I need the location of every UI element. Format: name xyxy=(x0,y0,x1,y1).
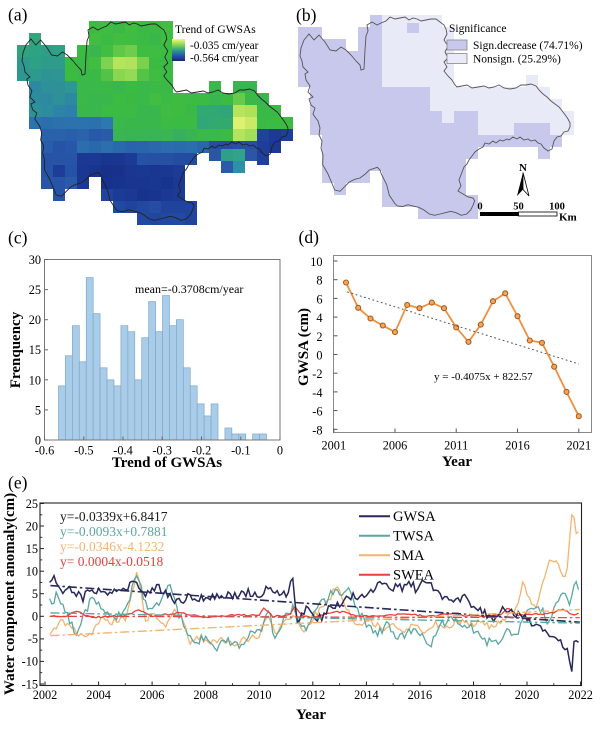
svg-text:5: 5 xyxy=(35,403,41,417)
svg-text:30: 30 xyxy=(29,253,41,267)
svg-text:0: 0 xyxy=(277,444,283,458)
svg-text:8: 8 xyxy=(316,274,322,288)
svg-text:-6: -6 xyxy=(312,405,322,419)
svg-text:15: 15 xyxy=(29,343,41,357)
svg-text:2002: 2002 xyxy=(33,688,58,702)
svg-text:-0.1: -0.1 xyxy=(231,444,250,458)
svg-text:25: 25 xyxy=(26,497,38,511)
svg-text:2022: 2022 xyxy=(568,688,593,702)
svg-text:2006: 2006 xyxy=(140,688,165,702)
svg-text:GWSA: GWSA xyxy=(393,509,436,525)
svg-text:N: N xyxy=(519,162,527,174)
svg-text:15: 15 xyxy=(26,542,38,556)
svg-text:6: 6 xyxy=(316,292,322,306)
svg-text:-8: -8 xyxy=(312,423,322,437)
svg-text:2021: 2021 xyxy=(567,439,592,453)
svg-text:(a): (a) xyxy=(8,5,28,25)
svg-text:2004: 2004 xyxy=(86,688,111,702)
svg-text:Frenquency: Frenquency xyxy=(8,311,24,388)
svg-text:Year: Year xyxy=(442,454,472,470)
svg-text:5: 5 xyxy=(32,587,38,601)
svg-text:20: 20 xyxy=(26,519,38,533)
svg-text:2001: 2001 xyxy=(322,439,347,453)
svg-text:y=-0.0346x-4.1232: y=-0.0346x-4.1232 xyxy=(60,539,164,554)
svg-text:-0.3: -0.3 xyxy=(152,444,171,458)
svg-text:-10: -10 xyxy=(22,655,38,669)
svg-text:0: 0 xyxy=(32,610,38,624)
svg-text:y = -0.4075x + 822.57: y = -0.4075x + 822.57 xyxy=(434,371,533,383)
svg-text:100: 100 xyxy=(549,202,565,213)
svg-text:-2: -2 xyxy=(312,367,322,381)
svg-text:Sign.decrease (74.71%): Sign.decrease (74.71%) xyxy=(473,40,583,52)
svg-text:2011: 2011 xyxy=(444,439,468,453)
svg-text:(e): (e) xyxy=(8,473,28,493)
svg-text:10: 10 xyxy=(29,373,41,387)
svg-text:(d): (d) xyxy=(299,227,320,247)
svg-text:2006: 2006 xyxy=(383,439,408,453)
svg-text:y=-0.0093x+0.7881: y=-0.0093x+0.7881 xyxy=(60,524,167,539)
svg-text:-0.2: -0.2 xyxy=(192,444,211,458)
svg-text:25: 25 xyxy=(29,283,41,297)
svg-text:TWSA: TWSA xyxy=(393,529,435,545)
svg-text:y= 0.0004x-0.0518: y= 0.0004x-0.0518 xyxy=(60,554,163,569)
svg-text:Significance: Significance xyxy=(449,23,506,35)
svg-text:2010: 2010 xyxy=(247,688,272,702)
svg-text:SWEA: SWEA xyxy=(393,568,435,584)
svg-text:-15: -15 xyxy=(22,677,38,691)
svg-text:0: 0 xyxy=(477,202,482,213)
svg-text:Trend of GWSAs: Trend of GWSAs xyxy=(112,455,222,471)
svg-text:Water component anomaly(cm): Water component anomaly(cm) xyxy=(2,493,18,695)
svg-text:2: 2 xyxy=(316,330,322,344)
svg-text:y=-0.0339x+6.8417: y=-0.0339x+6.8417 xyxy=(60,509,168,524)
svg-text:2020: 2020 xyxy=(515,688,540,702)
svg-text:(c): (c) xyxy=(8,228,28,248)
svg-text:-0.4: -0.4 xyxy=(113,444,132,458)
svg-text:2008: 2008 xyxy=(193,688,218,702)
svg-text:-5: -5 xyxy=(28,632,38,646)
svg-text:4: 4 xyxy=(316,311,322,325)
svg-text:10: 10 xyxy=(26,565,38,579)
svg-text:2016: 2016 xyxy=(408,688,433,702)
svg-text:2014: 2014 xyxy=(354,688,379,702)
svg-text:Nonsign. (25.29%): Nonsign. (25.29%) xyxy=(473,54,561,66)
svg-text:0: 0 xyxy=(316,349,322,363)
svg-text:Year: Year xyxy=(296,707,326,723)
svg-text:SMA: SMA xyxy=(393,548,425,564)
svg-text:GWSA (cm): GWSA (cm) xyxy=(296,308,312,386)
svg-text:-0.035 cm/year: -0.035 cm/year xyxy=(190,40,259,52)
svg-text:2012: 2012 xyxy=(301,688,326,702)
svg-text:-0.564 cm/year: -0.564 cm/year xyxy=(190,53,259,65)
svg-text:Trend of GWSAs: Trend of GWSAs xyxy=(175,24,256,36)
svg-text:mean=-0.3708cm/year: mean=-0.3708cm/year xyxy=(135,282,243,296)
svg-text:0: 0 xyxy=(35,434,41,448)
svg-text:50: 50 xyxy=(513,202,524,213)
svg-text:-4: -4 xyxy=(312,386,322,400)
svg-text:2016: 2016 xyxy=(505,439,530,453)
svg-text:-0.6: -0.6 xyxy=(35,444,54,458)
svg-text:20: 20 xyxy=(29,313,41,327)
svg-text:(b): (b) xyxy=(296,5,317,25)
svg-text:2018: 2018 xyxy=(461,688,486,702)
svg-text:10: 10 xyxy=(310,255,322,269)
svg-text:Km: Km xyxy=(559,212,577,224)
svg-text:-0.5: -0.5 xyxy=(74,444,93,458)
